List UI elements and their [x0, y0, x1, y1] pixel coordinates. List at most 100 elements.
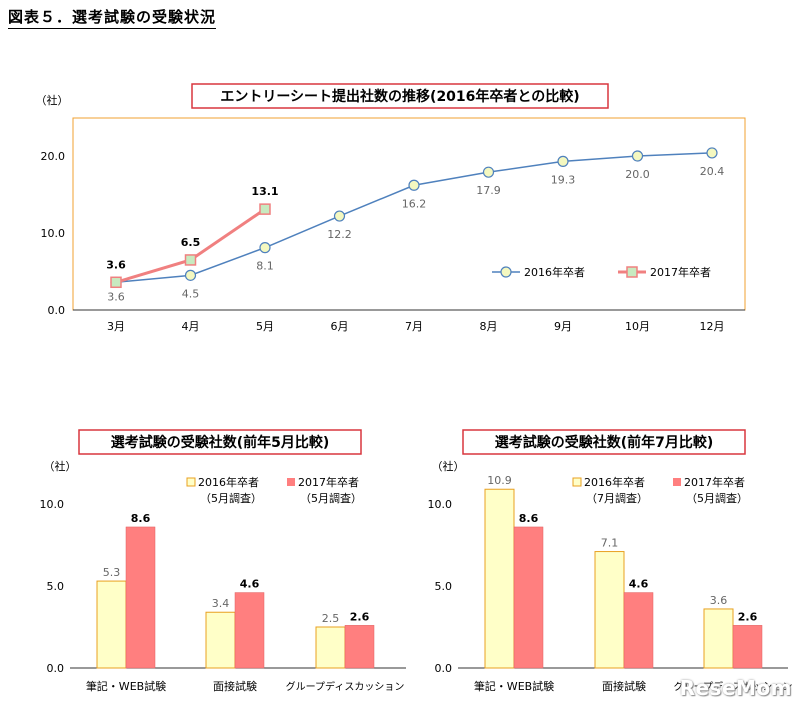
point-2017	[110, 276, 122, 289]
data-label-2016: 16.2	[402, 197, 427, 210]
data-label-2017: 8.6	[131, 512, 151, 525]
point-2016	[408, 179, 420, 191]
data-label-2016: 3.6	[710, 594, 728, 607]
chart-title-box	[191, 83, 609, 109]
legend-label-2016: 2016年卒者	[584, 475, 645, 489]
bar-2016	[315, 626, 346, 669]
point-2016	[482, 166, 495, 178]
figure-title: 図表５．選考試験の受験状況	[8, 6, 217, 29]
y-tick-label: 0.0	[435, 662, 453, 675]
legend-note-2016: （5月調査）	[200, 491, 262, 505]
x-tick-label: 5月	[256, 320, 274, 333]
bar-2017	[344, 625, 375, 669]
y-tick-label: 20.0	[41, 150, 66, 163]
legend-swatch-2017	[287, 478, 295, 486]
point-2016	[706, 147, 718, 159]
data-label-2017: 3.6	[106, 258, 126, 271]
chart-title-box	[78, 429, 362, 455]
data-label-2016: 3.6	[107, 290, 125, 303]
legend-label-2016: 2016年卒者	[198, 475, 259, 489]
x-tick-label: 3月	[107, 320, 125, 333]
data-label-2016: 10.9	[487, 474, 512, 487]
bar-2017	[732, 625, 763, 669]
point-2016	[259, 242, 271, 254]
watermark-logo: ReseMom	[679, 676, 792, 700]
legend-label-2017: 2017年卒者	[684, 475, 745, 489]
legend-label-2017: 2017年卒者	[298, 475, 359, 489]
bar-2017	[125, 526, 156, 669]
legend-label-2016: 2016年卒者	[524, 265, 585, 279]
data-label-2016: 2.5	[322, 612, 340, 625]
chart-title-box	[462, 429, 746, 455]
data-label-2016: 5.3	[103, 566, 121, 579]
category-label: 面接試験	[602, 679, 646, 693]
legend-note-2017: （5月調査）	[300, 491, 362, 505]
category-label: 筆記・WEB試験	[474, 679, 554, 693]
y-tick-label: 10.0	[41, 227, 66, 240]
y-tick-label: 10.0	[428, 498, 453, 511]
bar-2017	[234, 592, 265, 669]
data-label-2016: 19.3	[551, 173, 576, 186]
x-tick-label: 10月	[625, 320, 650, 333]
point-2016	[184, 269, 197, 281]
legend-note-2017: （5月調査）	[686, 491, 748, 505]
legend-swatch-2017	[673, 478, 681, 486]
x-tick-label: 6月	[331, 320, 349, 333]
data-label-2016: 12.2	[327, 228, 352, 241]
bar-2016	[96, 580, 127, 669]
legend-marker-2017	[626, 266, 638, 278]
data-label-2016: 20.0	[625, 168, 650, 181]
data-label-2017: 4.6	[629, 578, 649, 591]
point-2016	[333, 210, 346, 222]
bar-2016	[594, 551, 625, 669]
data-label-2016: 17.9	[476, 184, 501, 197]
data-label-2016: 20.4	[700, 165, 725, 178]
bar-2017	[623, 592, 654, 669]
data-label-2017: 6.5	[181, 236, 201, 249]
y-tick-label: 10.0	[40, 498, 65, 511]
y-tick-label: 5.0	[435, 580, 453, 593]
data-label-2016: 3.4	[212, 597, 230, 610]
y-tick-label: 0.0	[48, 304, 66, 317]
data-label-2016: 8.1	[256, 260, 274, 273]
y-tick-label: 0.0	[47, 662, 65, 675]
y-unit-label: （社）	[44, 459, 77, 473]
point-2017	[184, 254, 197, 266]
data-label-2016: 4.5	[182, 287, 200, 300]
bar-2016	[484, 488, 515, 669]
x-tick-label: 4月	[182, 320, 200, 333]
legend-note-2016: （7月調査）	[586, 491, 648, 505]
x-tick-label: 8月	[480, 320, 498, 333]
point-2016	[631, 150, 644, 162]
legend-marker-2016	[500, 266, 512, 278]
bar-2017	[513, 526, 544, 669]
data-label-2017: 13.1	[251, 185, 278, 198]
y-tick-label: 5.0	[47, 580, 65, 593]
point-2017	[259, 203, 271, 215]
category-label: 面接試験	[213, 679, 257, 693]
data-label-2017: 4.6	[240, 578, 260, 591]
legend-swatch-2016	[186, 477, 196, 487]
chart-title: エントリーシート提出社数の推移(2016年卒者との比較)	[220, 88, 579, 105]
data-label-2017: 8.6	[519, 512, 539, 525]
bar-2016	[703, 608, 734, 669]
data-label-2017: 2.6	[738, 610, 758, 623]
bar-2016	[205, 611, 236, 669]
x-tick-label: 7月	[405, 320, 423, 333]
chart-title: 選考試験の受験社数(前年7月比較)	[495, 434, 714, 451]
point-2016	[557, 155, 569, 167]
data-label-2016: 7.1	[601, 537, 619, 550]
data-label-2017: 2.6	[350, 610, 370, 623]
y-unit-label: （社）	[432, 459, 465, 473]
category-label: グループディスカッション	[674, 680, 793, 693]
plot-frame	[72, 117, 746, 311]
legend-label-2017: 2017年卒者	[650, 265, 711, 279]
x-tick-label: 9月	[554, 320, 572, 333]
legend-swatch-2016	[572, 477, 582, 487]
chart-title: 選考試験の受験社数(前年5月比較)	[111, 434, 330, 451]
x-tick-label: 12月	[700, 320, 725, 333]
category-label: グループディスカッション	[286, 680, 405, 693]
category-label: 筆記・WEB試験	[86, 679, 166, 693]
y-unit-label: （社）	[36, 93, 69, 107]
